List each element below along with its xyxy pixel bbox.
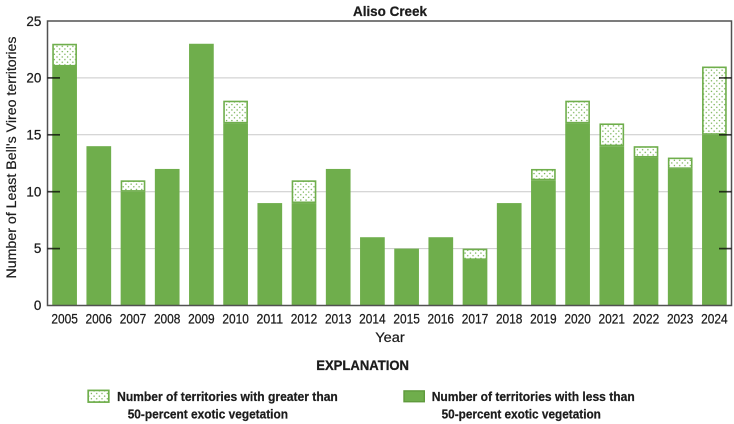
svg-text:Year: Year (375, 330, 405, 345)
svg-text:2014: 2014 (359, 311, 386, 326)
svg-text:2012: 2012 (291, 311, 318, 326)
svg-text:Aliso Creek: Aliso Creek (353, 3, 427, 19)
svg-text:2015: 2015 (393, 311, 420, 326)
svg-text:2008: 2008 (154, 311, 181, 326)
svg-text:2009: 2009 (188, 311, 215, 326)
svg-text:20: 20 (26, 71, 41, 86)
svg-text:2016: 2016 (428, 311, 455, 326)
svg-text:5: 5 (34, 241, 41, 256)
svg-text:25: 25 (26, 14, 41, 29)
svg-text:2018: 2018 (496, 311, 523, 326)
svg-text:10: 10 (26, 184, 41, 199)
svg-text:2013: 2013 (325, 311, 352, 326)
svg-text:2010: 2010 (222, 311, 249, 326)
svg-text:0: 0 (34, 298, 41, 313)
svg-text:50-percent exotic vegetation: 50-percent exotic vegetation (128, 407, 288, 422)
svg-text:Number of territories with les: Number of territories with less than (432, 389, 635, 404)
svg-text:2019: 2019 (530, 311, 557, 326)
svg-text:2011: 2011 (257, 311, 284, 326)
svg-text:50-percent exotic vegetation: 50-percent exotic vegetation (442, 407, 601, 422)
svg-text:2023: 2023 (667, 311, 694, 326)
svg-text:Number of Least Bell's Vireo t: Number of Least Bell's Vireo territories (4, 36, 19, 278)
svg-text:2020: 2020 (564, 311, 591, 326)
svg-text:2024: 2024 (701, 311, 728, 326)
svg-text:2021: 2021 (599, 311, 626, 326)
svg-text:15: 15 (26, 127, 41, 142)
svg-text:2022: 2022 (633, 311, 660, 326)
svg-text:2005: 2005 (51, 311, 78, 326)
svg-text:Number of territories with gre: Number of territories with greater than (117, 389, 338, 404)
svg-text:2017: 2017 (462, 311, 489, 326)
svg-text:2006: 2006 (86, 311, 113, 326)
svg-text:2007: 2007 (120, 311, 147, 326)
svg-text:EXPLANATION: EXPLANATION (316, 357, 409, 373)
